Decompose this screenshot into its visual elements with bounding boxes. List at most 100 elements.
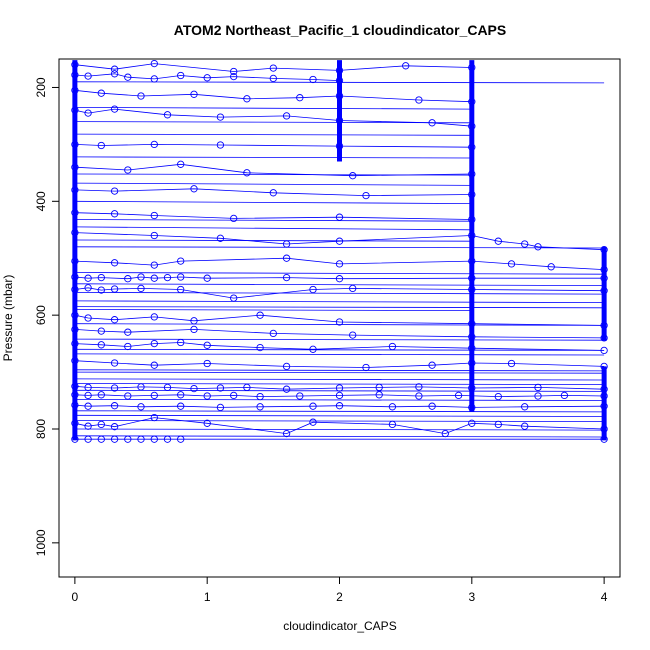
profile-line-12 [74, 314, 605, 326]
data-point [97, 286, 105, 294]
data-point [124, 342, 132, 351]
profile-line-1 [74, 63, 472, 72]
data-point [150, 261, 158, 269]
data-point [124, 166, 132, 174]
profile-line-17 [74, 394, 605, 398]
data-point [547, 263, 555, 271]
data-point [84, 435, 92, 443]
data-point [177, 257, 185, 265]
data-point [282, 273, 291, 282]
data-point [150, 140, 158, 149]
data-point [335, 76, 344, 85]
data-point [468, 274, 476, 282]
data-point [256, 392, 264, 401]
profile-line-0 [74, 73, 340, 81]
data-point [124, 392, 132, 400]
data-point [97, 327, 105, 335]
profile-line-bg-7 [74, 283, 605, 287]
profile-line-14 [74, 342, 605, 351]
data-point [137, 435, 145, 443]
data-point [71, 382, 79, 390]
data-point [190, 384, 198, 393]
data-point [282, 385, 291, 393]
data-point [110, 402, 119, 410]
profile-line-bg-18 [74, 414, 605, 417]
data-point [309, 285, 317, 294]
data-point [441, 429, 449, 438]
data-point [415, 383, 423, 391]
data-point [468, 231, 476, 240]
profile-line-bg-19 [74, 428, 605, 431]
data-point [600, 287, 608, 295]
profile-line-bg-16 [74, 398, 605, 401]
data-point [600, 265, 608, 274]
data-point [230, 391, 238, 400]
data-point [521, 240, 529, 248]
data-point [84, 109, 92, 117]
data-point [600, 274, 608, 282]
data-point [71, 228, 79, 237]
data-point [468, 98, 476, 106]
data-point [110, 423, 119, 431]
profile-line-18 [74, 404, 605, 408]
data-point [230, 214, 238, 223]
data-point [216, 234, 225, 242]
data-point [84, 422, 92, 430]
data-point [534, 383, 542, 392]
data-point [349, 331, 357, 339]
y-tick-label: 400 [34, 191, 48, 211]
profile-line-bg-13 [74, 371, 605, 374]
profile-line-4 [74, 143, 472, 148]
data-point [71, 339, 79, 348]
data-point [468, 215, 476, 224]
data-point [349, 284, 357, 293]
data-point [349, 172, 357, 180]
data-point [71, 61, 79, 69]
data-point [468, 333, 476, 341]
data-point [71, 419, 79, 427]
data-point [335, 142, 344, 150]
data-point [177, 338, 185, 347]
data-point [335, 213, 344, 221]
data-point [494, 237, 502, 245]
data-point [507, 260, 516, 268]
data-point [560, 391, 569, 400]
data-point [150, 211, 158, 220]
profile-line-19 [74, 417, 605, 435]
profile-line-bg-2 [74, 156, 472, 159]
data-point [124, 73, 132, 81]
data-point [71, 325, 79, 334]
profile-line-3 [74, 108, 472, 127]
data-point [269, 64, 277, 72]
data-point [309, 418, 317, 426]
data-point [243, 169, 251, 177]
profile-line-11 [74, 287, 605, 299]
data-point [84, 314, 92, 322]
data-point [124, 435, 132, 443]
profile-line-bg-20 [74, 435, 605, 438]
data-point [110, 105, 119, 113]
data-point [256, 311, 264, 319]
profile-line-6 [74, 188, 472, 197]
profile-line-13 [74, 328, 605, 339]
data-point [110, 384, 119, 392]
data-point [150, 75, 158, 83]
data-point [71, 106, 79, 114]
profile-line-bg-0 [74, 81, 605, 84]
profile-line-bg-31 [74, 383, 605, 386]
y-tick-label: 1000 [34, 529, 48, 556]
data-point [150, 361, 158, 369]
profile-line-bg-9 [74, 309, 472, 312]
data-point [190, 185, 198, 193]
data-point [600, 425, 608, 433]
data-point [335, 402, 344, 410]
data-point [150, 435, 158, 443]
data-point [190, 325, 198, 334]
data-point [415, 96, 423, 104]
data-point [388, 420, 397, 429]
data-point [468, 344, 476, 352]
data-point [84, 383, 92, 392]
data-point [84, 72, 92, 80]
data-point [468, 170, 476, 178]
